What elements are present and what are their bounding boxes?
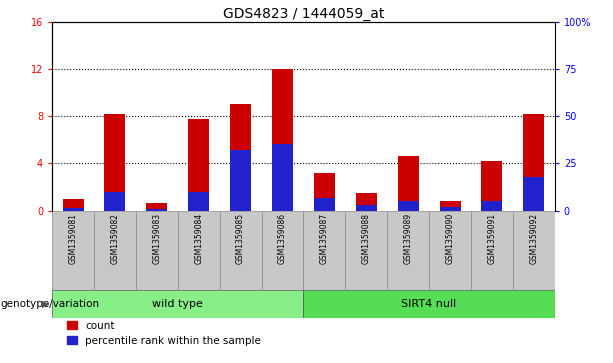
Text: genotype/variation: genotype/variation — [0, 299, 99, 309]
Bar — [356, 205, 377, 211]
Bar — [314, 173, 335, 211]
Text: ▶: ▶ — [42, 299, 49, 309]
Bar — [303, 290, 555, 318]
Bar — [429, 211, 471, 290]
Bar — [104, 192, 126, 211]
Bar — [398, 201, 419, 211]
Bar — [345, 211, 387, 290]
Bar — [219, 211, 262, 290]
Bar — [52, 211, 94, 290]
Bar — [398, 156, 419, 211]
Text: GSM1359092: GSM1359092 — [529, 213, 538, 264]
Bar — [524, 114, 544, 211]
Text: wild type: wild type — [153, 299, 203, 309]
Bar — [471, 211, 513, 290]
Text: SIRT4 null: SIRT4 null — [402, 299, 457, 309]
Bar — [63, 208, 83, 211]
Bar — [52, 290, 303, 318]
Bar — [147, 209, 167, 211]
Bar — [188, 192, 209, 211]
Bar — [440, 207, 460, 211]
Bar — [136, 211, 178, 290]
Bar — [440, 201, 460, 211]
Text: GSM1359088: GSM1359088 — [362, 213, 371, 264]
Bar — [524, 176, 544, 211]
Text: GSM1359083: GSM1359083 — [152, 213, 161, 264]
Text: GSM1359090: GSM1359090 — [446, 213, 455, 264]
Text: GSM1359084: GSM1359084 — [194, 213, 204, 264]
Bar — [94, 211, 136, 290]
Bar — [272, 69, 293, 211]
Text: GSM1359089: GSM1359089 — [403, 213, 413, 264]
Legend: count, percentile rank within the sample: count, percentile rank within the sample — [67, 321, 261, 346]
Text: GSM1359082: GSM1359082 — [110, 213, 120, 264]
Bar — [178, 211, 219, 290]
Text: GSM1359081: GSM1359081 — [69, 213, 78, 264]
Bar — [272, 144, 293, 211]
Title: GDS4823 / 1444059_at: GDS4823 / 1444059_at — [223, 7, 384, 21]
Text: GSM1359085: GSM1359085 — [236, 213, 245, 264]
Bar — [481, 201, 503, 211]
Bar — [513, 211, 555, 290]
Bar — [63, 199, 83, 211]
Text: GSM1359087: GSM1359087 — [320, 213, 329, 264]
Bar — [387, 211, 429, 290]
Bar — [147, 203, 167, 211]
Bar — [230, 104, 251, 211]
Text: GSM1359086: GSM1359086 — [278, 213, 287, 264]
Bar — [262, 211, 303, 290]
Bar — [303, 211, 345, 290]
Bar — [481, 161, 503, 211]
Bar — [314, 198, 335, 211]
Bar — [104, 114, 126, 211]
Text: GSM1359091: GSM1359091 — [487, 213, 497, 264]
Bar — [356, 193, 377, 211]
Bar — [188, 118, 209, 211]
Bar — [230, 150, 251, 211]
